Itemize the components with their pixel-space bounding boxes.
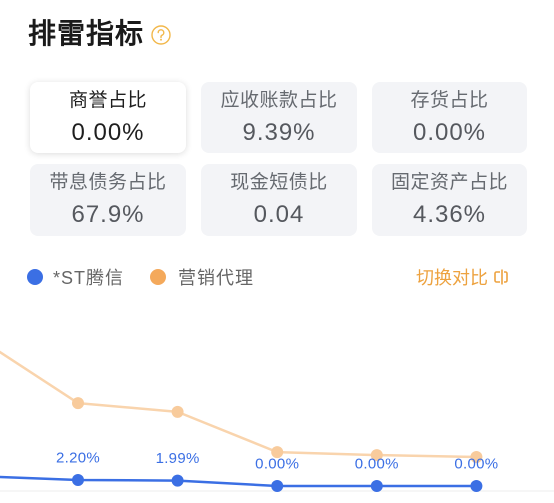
line-chart: 2.20% 1.99% 0.00% 0.00% 0.00% (0, 350, 554, 492)
switch-compare-icon (492, 268, 510, 286)
data-point[interactable] (470, 451, 483, 463)
metric-card-interest-bearing-debt[interactable]: 带息债务占比 67.9% (30, 164, 186, 236)
metric-card-cash-short-debt[interactable]: 现金短债比 0.04 (201, 164, 357, 236)
data-point[interactable] (470, 480, 483, 492)
metric-card-fixed-assets[interactable]: 固定资产占比 4.36% (372, 164, 527, 236)
series-line (0, 350, 478, 459)
metric-label: 带息债务占比 (49, 172, 167, 193)
data-label: 1.99% (156, 450, 200, 467)
metric-label: 固定资产占比 (390, 172, 508, 193)
metric-card-receivables[interactable]: 应收账款占比 9.39% (201, 82, 357, 153)
metric-label: 应收账款占比 (220, 89, 338, 111)
help-icon[interactable] (150, 24, 172, 46)
metric-label: 商誉占比 (68, 89, 147, 111)
data-point[interactable] (72, 474, 84, 486)
data-point[interactable] (370, 480, 383, 492)
metric-card-goodwill[interactable]: 商誉占比 0.00% (30, 82, 186, 153)
metric-label: 存货占比 (410, 89, 489, 111)
legend-dot (150, 269, 166, 285)
switch-compare-button[interactable]: 切换对比 (416, 265, 510, 289)
data-label: 0.00% (454, 456, 498, 473)
data-point[interactable] (271, 446, 284, 459)
metric-value: 4.36% (412, 201, 487, 228)
legend-dot (27, 269, 43, 285)
data-label: 2.20% (56, 450, 100, 467)
section-title: 排雷指标 (28, 18, 145, 49)
metric-value: 0.00% (71, 118, 145, 146)
data-point[interactable] (370, 449, 383, 462)
data-label: 0.00% (355, 456, 399, 473)
metric-card-inventory[interactable]: 存货占比 0.00% (372, 82, 527, 153)
data-point[interactable] (171, 474, 184, 487)
metric-value: 67.9% (71, 201, 145, 228)
data-point[interactable] (72, 397, 84, 410)
switch-compare-label: 切换对比 (416, 268, 488, 288)
series-line (0, 475, 478, 488)
data-point[interactable] (171, 405, 184, 418)
data-point[interactable] (271, 480, 284, 492)
metric-value: 9.39% (242, 118, 316, 146)
metric-grid: 商誉占比 0.00% 应收账款占比 9.39% 存货占比 0.00% 带息债务占… (30, 82, 527, 236)
metric-value: 0.04 (253, 201, 305, 228)
series-company: 2.20% 1.99% 0.00% 0.00% 0.00% (0, 450, 498, 492)
metric-label: 现金短债比 (230, 172, 328, 193)
series-industry (0, 350, 483, 463)
legend-label: *ST腾信 (53, 268, 125, 288)
data-label: 0.00% (255, 456, 299, 473)
legend-label: 营销代理 (178, 268, 254, 288)
metric-value: 0.00% (412, 118, 487, 146)
legend-item-company: *ST腾信 (27, 265, 124, 289)
legend-item-industry: 营销代理 (150, 265, 254, 289)
